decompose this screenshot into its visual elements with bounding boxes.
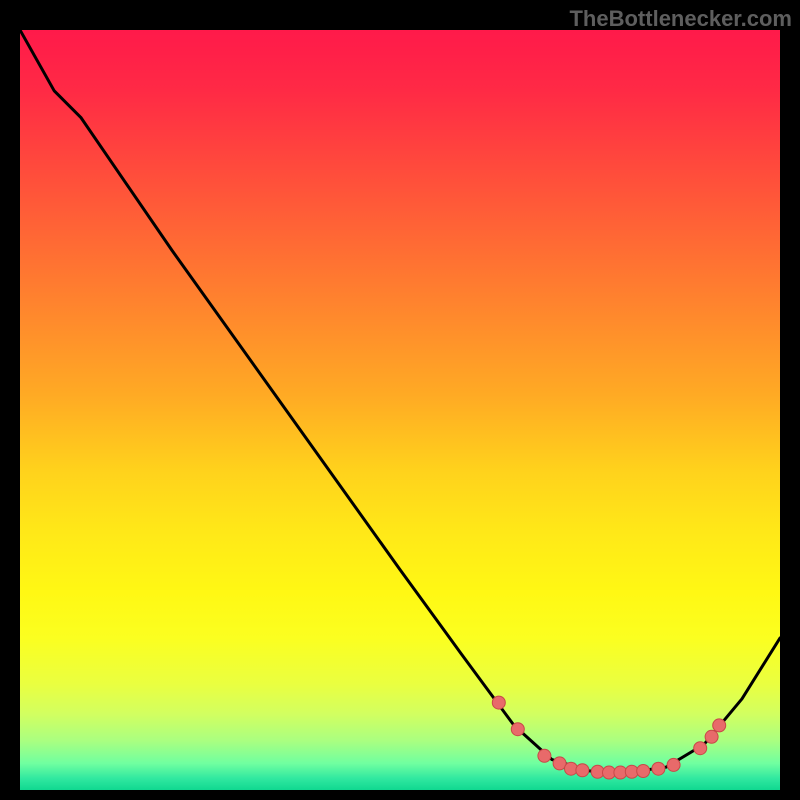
data-marker [713, 719, 726, 732]
watermark-text: TheBottlenecker.com [569, 6, 792, 32]
data-marker [538, 749, 551, 762]
data-marker [667, 758, 680, 771]
data-marker [576, 764, 589, 777]
data-marker [705, 730, 718, 743]
data-marker [565, 762, 578, 775]
chart-background [20, 30, 780, 790]
data-marker [694, 742, 707, 755]
bottleneck-curve-chart [20, 30, 780, 790]
data-marker [637, 765, 650, 778]
data-marker [511, 723, 524, 736]
data-marker [492, 696, 505, 709]
data-marker [652, 762, 665, 775]
chart-svg [20, 30, 780, 790]
